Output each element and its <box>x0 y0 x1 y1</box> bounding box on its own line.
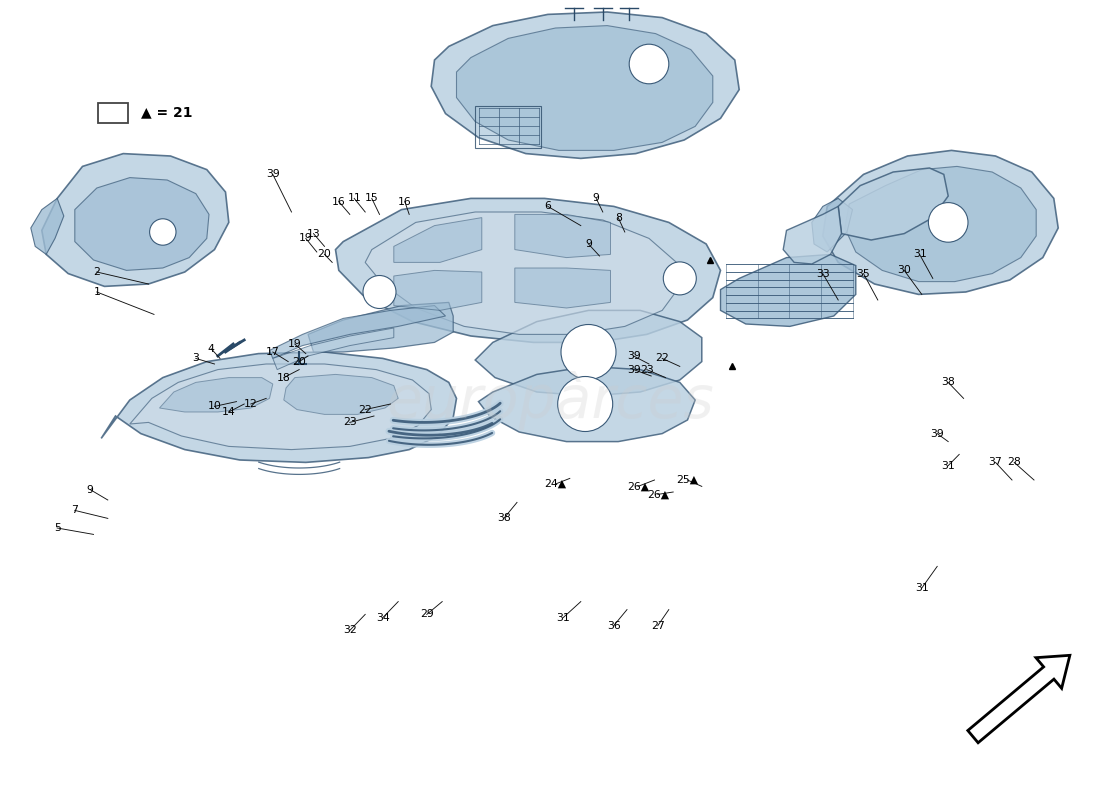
Polygon shape <box>845 166 1036 282</box>
Text: 26▲: 26▲ <box>647 490 669 499</box>
Polygon shape <box>101 352 456 462</box>
Text: 18: 18 <box>277 373 290 382</box>
Text: 4: 4 <box>208 344 214 354</box>
Text: 35: 35 <box>857 269 870 278</box>
Text: 30: 30 <box>898 266 911 275</box>
Text: 38: 38 <box>497 514 510 523</box>
Text: 36: 36 <box>607 621 620 630</box>
Text: 19: 19 <box>288 339 301 349</box>
Polygon shape <box>394 218 482 262</box>
Text: 39: 39 <box>266 170 279 179</box>
Text: 13: 13 <box>307 229 320 238</box>
Polygon shape <box>968 655 1070 742</box>
Text: 28: 28 <box>1008 458 1021 467</box>
Polygon shape <box>456 26 713 150</box>
Polygon shape <box>838 168 948 240</box>
Text: 38: 38 <box>942 378 955 387</box>
Text: 25▲: 25▲ <box>676 475 698 485</box>
Polygon shape <box>365 212 680 334</box>
Text: 23: 23 <box>343 418 356 427</box>
Text: 2: 2 <box>94 267 100 277</box>
Polygon shape <box>478 366 695 442</box>
Circle shape <box>928 202 968 242</box>
Circle shape <box>561 325 616 379</box>
Polygon shape <box>31 198 64 254</box>
Text: 3: 3 <box>192 354 199 363</box>
Text: 16: 16 <box>332 197 345 206</box>
Text: 22: 22 <box>656 354 669 363</box>
FancyBboxPatch shape <box>98 103 128 122</box>
Text: 39: 39 <box>627 365 640 374</box>
Text: 34: 34 <box>376 613 389 622</box>
Polygon shape <box>783 206 842 264</box>
Text: 39: 39 <box>627 351 640 361</box>
Text: 7: 7 <box>72 506 78 515</box>
Text: 9: 9 <box>593 194 600 203</box>
Text: 19: 19 <box>299 234 312 243</box>
Text: 12: 12 <box>244 399 257 409</box>
Text: 32: 32 <box>343 626 356 635</box>
Text: 1: 1 <box>94 287 100 297</box>
Text: 31: 31 <box>557 613 570 622</box>
Text: 33: 33 <box>816 269 829 278</box>
Circle shape <box>363 275 396 309</box>
Text: 31: 31 <box>942 461 955 470</box>
Polygon shape <box>394 270 482 310</box>
Polygon shape <box>720 254 856 326</box>
Polygon shape <box>308 302 453 352</box>
Polygon shape <box>270 306 446 358</box>
Text: 31: 31 <box>915 583 928 593</box>
Polygon shape <box>823 150 1058 294</box>
Polygon shape <box>515 214 611 258</box>
Text: 29: 29 <box>420 610 433 619</box>
Text: 6: 6 <box>544 202 551 211</box>
Text: 37: 37 <box>989 458 1002 467</box>
Circle shape <box>663 262 696 295</box>
Polygon shape <box>42 154 229 286</box>
Text: 23: 23 <box>640 365 653 374</box>
Circle shape <box>629 44 669 84</box>
Polygon shape <box>515 268 611 308</box>
Text: 8: 8 <box>615 213 622 222</box>
Text: 17: 17 <box>266 347 279 357</box>
Text: 11: 11 <box>348 194 361 203</box>
Text: 20: 20 <box>293 357 306 366</box>
Text: 31: 31 <box>913 250 926 259</box>
Circle shape <box>558 377 613 431</box>
Text: 9: 9 <box>87 485 94 494</box>
Text: 9: 9 <box>585 239 592 249</box>
Polygon shape <box>431 12 739 158</box>
Polygon shape <box>273 328 394 370</box>
Polygon shape <box>336 198 720 342</box>
Circle shape <box>150 218 176 245</box>
Text: 5: 5 <box>54 523 60 533</box>
Text: 20: 20 <box>318 250 331 259</box>
Text: 22: 22 <box>359 405 372 414</box>
Polygon shape <box>284 374 398 414</box>
Polygon shape <box>160 378 273 412</box>
Text: europàrces: europàrces <box>386 370 714 430</box>
Polygon shape <box>75 178 209 270</box>
Text: 10: 10 <box>208 402 221 411</box>
Text: 24▲: 24▲ <box>544 479 566 489</box>
Text: 15: 15 <box>365 194 378 203</box>
Polygon shape <box>130 364 431 450</box>
Polygon shape <box>475 310 702 396</box>
Text: ▲ = 21: ▲ = 21 <box>142 105 192 119</box>
Text: 27: 27 <box>651 621 664 630</box>
Text: 16: 16 <box>398 197 411 206</box>
Text: 14: 14 <box>222 407 235 417</box>
Text: 39: 39 <box>931 429 944 438</box>
Text: 26▲: 26▲ <box>627 482 649 491</box>
Polygon shape <box>812 198 852 252</box>
